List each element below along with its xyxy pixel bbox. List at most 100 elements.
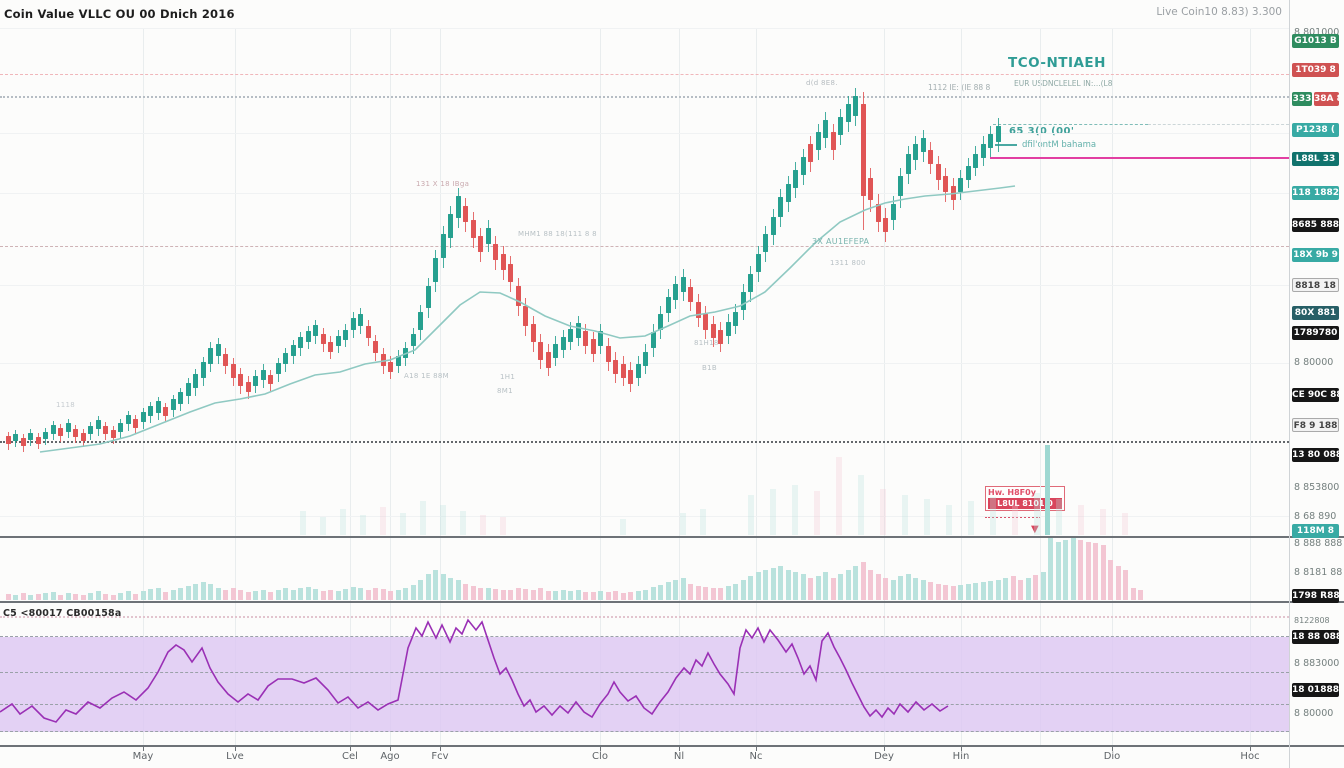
- candle: [441, 234, 446, 258]
- candle: [996, 126, 1001, 142]
- volume-bar: [981, 582, 986, 600]
- candle: [373, 341, 378, 353]
- ghost-bar: [340, 509, 346, 535]
- candle: [291, 345, 296, 356]
- volume-bar: [636, 591, 641, 600]
- volume-bar: [178, 588, 183, 600]
- volume-bar: [486, 588, 491, 600]
- time-axis-label: Ago: [380, 751, 400, 762]
- volume-bar: [1011, 576, 1016, 600]
- time-axis-tick: [600, 746, 601, 751]
- candle: [531, 324, 536, 342]
- ghost-text: 8M1: [497, 387, 513, 395]
- volume-bar: [531, 590, 536, 600]
- price-tag: G1013 B: [1292, 34, 1339, 48]
- candle: [148, 406, 153, 416]
- ghost-bar: [360, 515, 366, 535]
- volume-bar: [741, 580, 746, 600]
- volume-bar: [1018, 580, 1023, 600]
- rsi-band: [0, 637, 1289, 732]
- volume-bar: [163, 592, 168, 600]
- volume-bar: [298, 588, 303, 600]
- volume-bar: [733, 584, 738, 600]
- volume-bar: [81, 595, 86, 600]
- volume-bar: [666, 582, 671, 600]
- volume-bar: [703, 587, 708, 600]
- volume-bar: [1138, 590, 1143, 600]
- price-tag: 13 80 088: [1292, 448, 1339, 462]
- ghost-bar: [1078, 505, 1084, 535]
- candle: [591, 339, 596, 354]
- candle: [463, 206, 468, 222]
- candle: [756, 254, 761, 272]
- volume-bar: [186, 586, 191, 600]
- volume-bar: [471, 586, 476, 600]
- volume-bar: [156, 588, 161, 600]
- grid-hline: [0, 516, 1289, 517]
- volume-bar: [133, 594, 138, 600]
- volume-bar: [621, 593, 626, 600]
- volume-bar: [283, 588, 288, 600]
- live-ticker-label: Live Coin10 8.83) 3.300: [1156, 6, 1282, 18]
- candle: [478, 236, 483, 252]
- rsi-band-line: [0, 636, 1289, 637]
- volume-bar: [28, 595, 33, 600]
- candle: [118, 423, 123, 432]
- candle: [786, 184, 791, 202]
- volume-bar: [696, 586, 701, 600]
- candle: [936, 164, 941, 180]
- volume-bar: [1003, 578, 1008, 600]
- ghost-bar: [924, 499, 930, 535]
- ghost-bar: [680, 513, 686, 535]
- candle: [808, 144, 813, 162]
- volume-bar: [1108, 560, 1113, 600]
- candle: [208, 348, 213, 364]
- volume-bar: [246, 592, 251, 600]
- candle: [883, 218, 888, 232]
- volume-bar: [141, 591, 146, 600]
- candle: [861, 104, 866, 196]
- price-axis-label: 8 80000: [1294, 357, 1334, 368]
- volume-bar: [111, 595, 116, 600]
- ghost-bar: [968, 501, 974, 535]
- candle: [268, 375, 273, 384]
- price-tag: F8 9 188: [1292, 418, 1339, 432]
- volume-bar: [441, 574, 446, 600]
- candle: [298, 337, 303, 348]
- candle: [426, 286, 431, 308]
- price-axis-label: 8 801000: [1294, 27, 1340, 38]
- time-axis-tick: [350, 746, 351, 751]
- level-line: [0, 441, 1289, 443]
- ghost-text: 81H18: [694, 339, 719, 347]
- price-tag: 80X 881: [1292, 306, 1339, 320]
- study-legend[interactable]: 65 3(0 (00' dfil'ontM bahama: [995, 126, 1155, 150]
- volume-bar: [943, 585, 948, 600]
- volume-bar: [96, 591, 101, 600]
- candle: [156, 401, 161, 413]
- candle: [906, 154, 911, 174]
- volume-bar: [1078, 540, 1083, 600]
- ghost-bar: [440, 505, 446, 535]
- time-axis-label: Clo: [592, 751, 608, 762]
- volume-bar: [576, 590, 581, 600]
- ghost-bar: [946, 505, 952, 535]
- volume-bar: [411, 585, 416, 600]
- ghost-bar: [700, 509, 706, 535]
- volume-bar: [883, 578, 888, 600]
- candle: [418, 312, 423, 330]
- candle: [6, 436, 11, 444]
- price-annotation[interactable]: Hw. H8F0y L8UL 8101 0 ▼: [985, 486, 1065, 535]
- volume-bar: [861, 562, 866, 600]
- ghost-text: MHM1 88 18(111 8 8: [518, 230, 597, 238]
- annotation-band: L8UL 8101 0: [988, 498, 1062, 509]
- volume-spike-bar: [1045, 445, 1050, 535]
- candle: [726, 322, 731, 336]
- candle: [816, 132, 821, 150]
- candle: [621, 364, 626, 378]
- candle: [358, 314, 363, 326]
- candle: [253, 376, 258, 386]
- volume-bar: [231, 588, 236, 600]
- ghost-bar: [300, 511, 306, 535]
- grid-vline: [1112, 28, 1113, 746]
- price-tag: 118M 8: [1292, 524, 1339, 538]
